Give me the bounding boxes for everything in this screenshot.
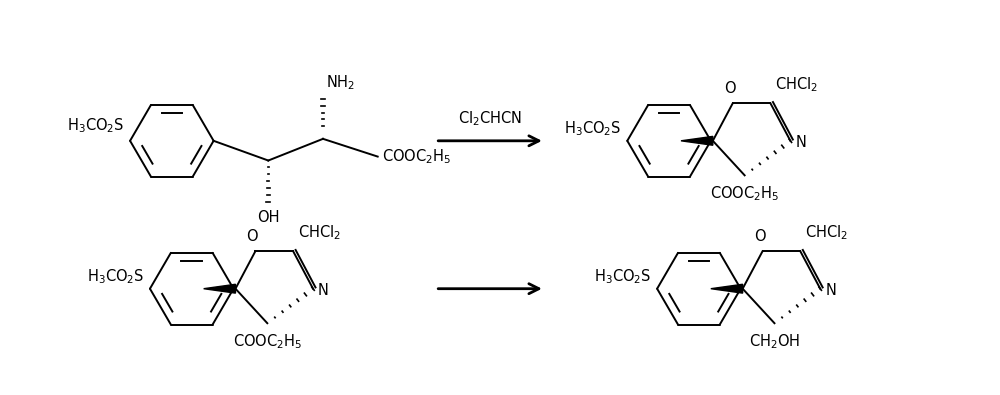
Text: N: N bbox=[795, 135, 806, 150]
Text: COOC$_2$H$_5$: COOC$_2$H$_5$ bbox=[382, 147, 451, 166]
Text: N: N bbox=[825, 283, 836, 298]
Text: COOC$_2$H$_5$: COOC$_2$H$_5$ bbox=[233, 332, 302, 351]
Polygon shape bbox=[681, 136, 713, 145]
Text: COOC$_2$H$_5$: COOC$_2$H$_5$ bbox=[710, 184, 779, 203]
Text: H$_3$CO$_2$S: H$_3$CO$_2$S bbox=[594, 267, 651, 286]
Text: O: O bbox=[754, 229, 765, 245]
Text: CHCl$_2$: CHCl$_2$ bbox=[298, 224, 341, 243]
Text: O: O bbox=[724, 81, 736, 96]
Text: O: O bbox=[247, 229, 258, 245]
Polygon shape bbox=[711, 284, 743, 293]
Text: N: N bbox=[318, 283, 329, 298]
Text: H$_3$CO$_2$S: H$_3$CO$_2$S bbox=[67, 117, 124, 135]
Text: H$_3$CO$_2$S: H$_3$CO$_2$S bbox=[564, 120, 621, 138]
Text: H$_3$CO$_2$S: H$_3$CO$_2$S bbox=[87, 267, 144, 286]
Polygon shape bbox=[204, 284, 235, 293]
Text: CH$_2$OH: CH$_2$OH bbox=[749, 332, 800, 351]
Text: CHCl$_2$: CHCl$_2$ bbox=[775, 76, 818, 94]
Text: Cl$_2$CHCN: Cl$_2$CHCN bbox=[458, 109, 522, 128]
Text: OH: OH bbox=[257, 210, 280, 225]
Text: NH$_2$: NH$_2$ bbox=[326, 74, 355, 92]
Text: CHCl$_2$: CHCl$_2$ bbox=[805, 224, 848, 243]
